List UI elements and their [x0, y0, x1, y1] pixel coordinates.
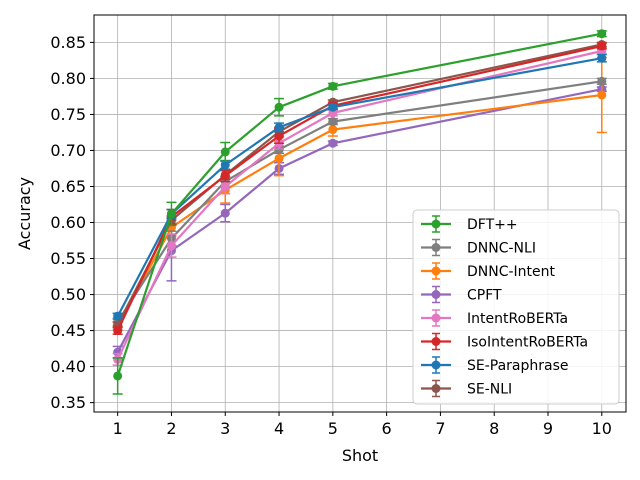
y-tick-label: 0.40 [50, 357, 86, 376]
data-point [220, 181, 230, 191]
data-point [328, 125, 338, 135]
data-point [597, 76, 607, 86]
legend-marker [431, 290, 441, 299]
y-tick-label: 0.50 [50, 285, 86, 304]
legend-box [412, 209, 620, 405]
legend-label: IntentRoBERTa [467, 311, 568, 327]
data-point [328, 102, 338, 112]
y-tick-label: 0.75 [50, 105, 86, 124]
data-point [597, 29, 607, 39]
legend-label: IsoIntentRoBERTa [467, 335, 588, 351]
legend-label: SE-Paraphrase [467, 358, 569, 374]
x-tick-label: 5 [328, 419, 338, 438]
data-point [166, 241, 176, 251]
x-tick-label: 1 [113, 419, 123, 438]
data-point [274, 131, 284, 141]
legend-item-se-paraphrase: SE-Paraphrase [421, 356, 569, 374]
legend-marker [431, 219, 441, 229]
x-tick-label: 8 [489, 419, 499, 438]
legend-item-dnnc-intent: DNNC-Intent [421, 262, 556, 280]
legend-label: DFT++ [467, 217, 518, 233]
x-tick-label: 3 [220, 419, 230, 438]
x-tick-label: 9 [543, 419, 553, 438]
legend-item-se-nli: SE-NLI [421, 379, 512, 398]
data-point [328, 138, 338, 148]
data-point [166, 209, 176, 219]
data-point [220, 208, 230, 218]
series-line [116, 57, 602, 317]
series-line [116, 32, 603, 377]
data-point [328, 81, 338, 91]
series-line [116, 88, 603, 353]
data-point [113, 371, 123, 381]
legend-marker [431, 313, 441, 323]
y-tick-label: 0.65 [50, 177, 86, 196]
data-point [328, 117, 338, 127]
x-tick-label: 6 [382, 419, 392, 438]
y-tick-label: 0.60 [50, 213, 86, 232]
legend-label: SE-NLI [467, 382, 512, 398]
legend-marker [431, 360, 441, 370]
y-axis-title: Accuracy [15, 177, 34, 250]
data-point [220, 147, 230, 157]
data-point [274, 122, 284, 132]
data-point [597, 41, 607, 51]
x-tick-label: 10 [592, 419, 612, 438]
legend-marker [431, 384, 441, 393]
data-point [113, 326, 123, 336]
data-point [274, 153, 284, 163]
x-axis-title: Shot [342, 446, 378, 465]
legend-label: DNNC-Intent [467, 264, 556, 280]
legend-marker [431, 337, 441, 346]
y-tick-label: 0.45 [50, 321, 86, 340]
y-tick-label: 0.80 [50, 69, 86, 88]
x-tick-label: 2 [166, 419, 176, 438]
x-tick-label: 7 [435, 419, 445, 438]
legend-item-cpft: CPFT [421, 285, 502, 304]
plot-frame [93, 14, 627, 413]
legend-item-dnnc-nli: DNNC-NLI [421, 238, 536, 257]
data-point [597, 53, 607, 63]
y-tick-label: 0.35 [50, 393, 86, 412]
data-point [113, 311, 123, 321]
legend-item-dft-: DFT++ [421, 215, 518, 233]
legend-marker [431, 266, 441, 276]
data-point [597, 90, 607, 100]
x-tick-label: 4 [274, 419, 284, 438]
data-point [220, 160, 230, 170]
y-tick-label: 0.55 [50, 249, 86, 268]
data-point [220, 171, 230, 181]
data-point [274, 102, 284, 112]
legend: DFT++ DNNC-NLI DNNC-Intent CPFT IntentRoBERT… [412, 209, 620, 405]
y-tick-label: 0.70 [50, 141, 86, 160]
legend-label: CPFT [467, 288, 502, 304]
y-tick-label: 0.85 [50, 33, 86, 52]
series-line [116, 49, 603, 360]
legend-item-intentroberta: IntentRoBERTa [421, 309, 568, 327]
series-dft- [112, 29, 607, 395]
legend-marker [431, 243, 441, 252]
series-line [116, 44, 603, 332]
legend-item-isointentroberta: IsoIntentRoBERTa [421, 332, 588, 351]
axes: 1 2 3 4 5 6 7 8 9 10 0.35 0.40 0.45 0.50 0.55 0.60 0.65 0… [50, 33, 612, 438]
legend-label: DNNC-NLI [467, 241, 536, 257]
series-group [112, 29, 607, 395]
